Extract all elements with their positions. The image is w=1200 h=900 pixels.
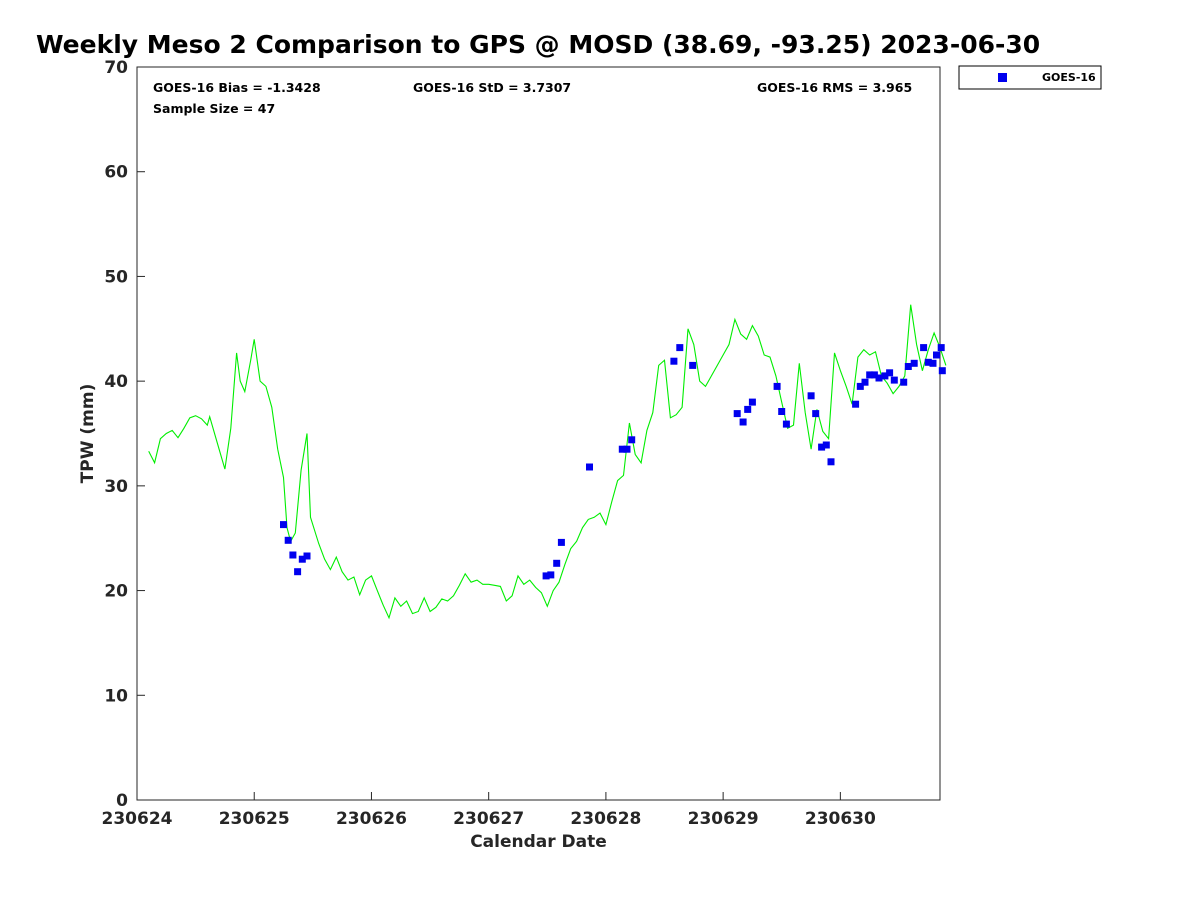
goes-16-point	[739, 418, 747, 426]
plot-area	[136, 66, 941, 801]
goes-16-point	[547, 571, 555, 579]
goes-16-point	[294, 568, 302, 576]
stat-bias: GOES-16 Bias = -1.3428	[153, 80, 321, 95]
goes-16-point	[586, 463, 593, 471]
goes-16-point	[298, 555, 306, 563]
stat-std: GOES-16 StD = 3.7307	[413, 80, 571, 95]
goes-16-point	[744, 405, 752, 413]
x-tick-label: 230626	[336, 809, 407, 829]
gps-series	[148, 304, 947, 620]
stat-rms: GOES-16 RMS = 3.965	[757, 80, 912, 95]
goes-16-point	[778, 408, 786, 415]
y-tick-label: 0	[116, 791, 128, 811]
y-tick-label: 70	[104, 58, 128, 78]
x-tick-label: 230629	[688, 809, 759, 829]
y-axis-label: TPW (mm)	[78, 384, 98, 484]
goes-16-point	[807, 392, 815, 400]
goes-16-point	[280, 521, 287, 529]
y-tick-label: 50	[104, 267, 128, 287]
legend-label-goes-16: GOES-16	[1042, 71, 1096, 84]
goes-16-point	[920, 344, 928, 352]
goes-16-point	[733, 410, 741, 418]
goes-16-point	[886, 369, 894, 377]
goes-16-point	[933, 351, 940, 359]
x-axis-label: Calendar Date	[470, 832, 607, 852]
stats-annotations: GOES-16 Bias = -1.3428 GOES-16 StD = 3.7…	[153, 80, 912, 116]
goes-16-point	[856, 382, 864, 390]
goes-16-point	[542, 572, 550, 580]
goes-16-point	[557, 538, 565, 546]
goes-16-point	[618, 445, 626, 453]
goes-16-point	[670, 357, 678, 365]
goes-16-point	[881, 372, 889, 380]
goes-16-point	[822, 441, 830, 449]
goes-16-point	[924, 358, 932, 366]
goes-16-point	[904, 363, 912, 370]
x-tick-label: 230630	[805, 809, 876, 829]
goes-16-point	[289, 551, 297, 559]
goes-16-point	[623, 445, 631, 453]
legend-box	[958, 65, 1102, 90]
goes-16-point	[938, 367, 946, 375]
y-tick-label: 20	[104, 582, 128, 602]
goes-16-point	[861, 378, 869, 386]
goes-16-point	[818, 443, 826, 451]
goes-16-point	[303, 552, 311, 560]
goes-16-point	[628, 436, 636, 444]
legend-marker-goes-16	[998, 73, 1007, 82]
y-tick-label: 30	[104, 477, 128, 497]
goes-16-point	[910, 359, 918, 367]
goes-16-point	[890, 376, 898, 384]
x-tick-label: 230624	[102, 809, 173, 829]
goes-16-point	[875, 374, 883, 382]
goes-16-point	[748, 398, 756, 406]
chart-title: Weekly Meso 2 Comparison to GPS @ MOSD (…	[36, 30, 1041, 59]
y-tick-label: 60	[104, 163, 128, 183]
axis-ticks: 0 10 20 30 40 50 60 70 230624 230625 230626 230627 2…	[102, 58, 877, 829]
goes-16-point	[676, 344, 684, 352]
goes-16-point	[937, 344, 945, 352]
gps-line	[148, 304, 947, 620]
goes-16-point	[553, 559, 561, 567]
x-tick-label: 230625	[219, 809, 290, 829]
goes-16-point	[900, 378, 908, 386]
goes-series	[280, 344, 946, 580]
x-tick-label: 230628	[570, 809, 641, 829]
y-tick-label: 10	[104, 686, 128, 706]
goes-16-point	[782, 420, 790, 428]
goes-16-point	[870, 371, 878, 379]
goes-16-point	[827, 458, 835, 466]
goes-16-point	[284, 536, 292, 544]
goes-16-point	[852, 400, 860, 408]
y-tick-label: 40	[104, 372, 128, 392]
stat-sample-size: Sample Size = 47	[153, 101, 275, 116]
goes-16-point	[689, 361, 697, 369]
goes-16-point	[812, 410, 820, 418]
x-tick-label: 230627	[453, 809, 524, 829]
goes-16-point	[866, 371, 874, 379]
goes-16-point	[929, 359, 937, 367]
goes-16-point	[773, 382, 781, 390]
legend: GOES-16	[958, 65, 1102, 90]
